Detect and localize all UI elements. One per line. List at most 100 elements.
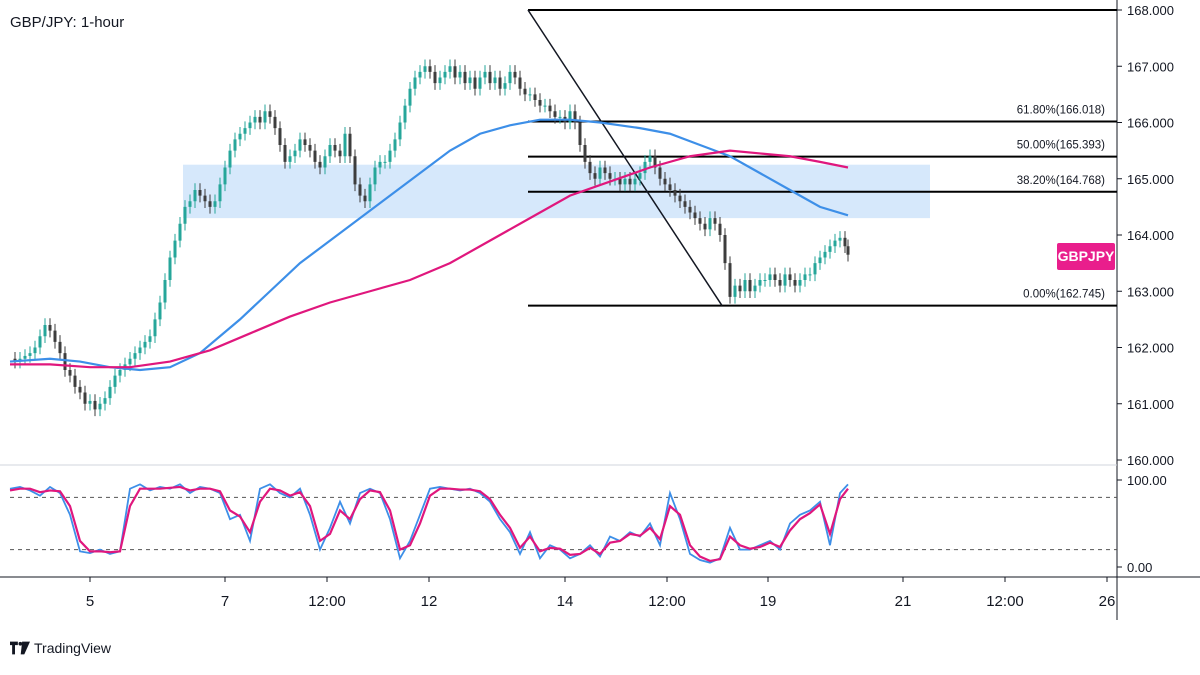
price-axis-label: 162.000 bbox=[1127, 341, 1174, 356]
candle-body bbox=[698, 218, 702, 224]
tradingview-brand[interactable]: TradingView bbox=[10, 640, 111, 656]
stoch-k-line[interactable] bbox=[9, 483, 849, 564]
candle-body bbox=[308, 145, 312, 151]
candle-body bbox=[318, 161, 322, 168]
candle-body bbox=[188, 201, 192, 207]
candle-body bbox=[343, 133, 347, 157]
candle-body bbox=[108, 386, 112, 399]
candle-body bbox=[503, 83, 507, 89]
candle-body bbox=[843, 237, 847, 247]
candle-body bbox=[528, 94, 532, 96]
candle-body bbox=[283, 145, 287, 162]
candle-body bbox=[373, 167, 377, 185]
candle-body bbox=[133, 353, 137, 359]
candle-body bbox=[23, 355, 27, 359]
candle-body bbox=[53, 330, 57, 342]
candle-body bbox=[428, 66, 432, 72]
candle-body bbox=[393, 139, 397, 151]
candle-body bbox=[768, 274, 772, 280]
price-pane[interactable] bbox=[9, 59, 850, 417]
stoch-axis-label: 100.00 bbox=[1127, 473, 1167, 488]
candle-body bbox=[688, 206, 692, 213]
candle-body bbox=[313, 150, 317, 162]
price-axis[interactable]: 168.000 167.000 166.000 165.000 164.000 163.0… bbox=[1117, 3, 1174, 468]
candle-body bbox=[253, 116, 257, 123]
candle-body bbox=[463, 71, 467, 84]
candle-body bbox=[693, 212, 697, 219]
time-axis-label: 19 bbox=[760, 593, 777, 610]
candle-body bbox=[248, 122, 252, 129]
symbol-badge-label: GBPJPY bbox=[1058, 248, 1115, 264]
candle-body bbox=[63, 353, 67, 370]
candle-body bbox=[663, 178, 667, 185]
candle-body bbox=[708, 218, 712, 230]
candle-body bbox=[328, 145, 332, 157]
candle-body bbox=[243, 128, 247, 134]
candle-body bbox=[203, 195, 207, 202]
candle-body bbox=[668, 184, 672, 190]
stoch-axis-label: 0.00 bbox=[1127, 560, 1152, 575]
candle-body bbox=[643, 161, 647, 174]
candle-body bbox=[598, 167, 602, 179]
candle-body bbox=[753, 285, 757, 292]
candle-body bbox=[553, 111, 557, 117]
candle-body bbox=[788, 274, 792, 280]
candle-body bbox=[83, 392, 87, 404]
candle-body bbox=[483, 71, 487, 78]
candle-body bbox=[208, 201, 212, 207]
chart-title: GBP/JPY: 1-hour bbox=[10, 14, 124, 31]
fib-level-label: 61.80%(166.018) bbox=[1017, 104, 1105, 116]
trend-line[interactable] bbox=[527, 9, 723, 307]
candle-body bbox=[58, 341, 62, 354]
ma-fast-line[interactable] bbox=[9, 118, 849, 372]
candle-body bbox=[623, 178, 627, 185]
time-axis-label: 12 bbox=[421, 593, 438, 610]
candle-body bbox=[533, 94, 537, 100]
candle-body bbox=[568, 111, 572, 123]
candle-body bbox=[358, 184, 362, 196]
candle-body bbox=[73, 375, 77, 387]
candle-body bbox=[38, 336, 42, 348]
fibonacci-retracement[interactable]: 61.80%(166.018) 50.00%(165.393) 38.20%(164… bbox=[527, 9, 1117, 307]
candle-body bbox=[738, 285, 742, 292]
candle-body bbox=[403, 105, 407, 123]
candle-body bbox=[28, 353, 32, 356]
tradingview-logo-icon bbox=[10, 641, 30, 655]
stoch-d-line[interactable] bbox=[9, 485, 849, 563]
candle-body bbox=[748, 280, 752, 292]
candle-body bbox=[423, 66, 427, 72]
candle-body bbox=[33, 347, 37, 354]
stochastic-pane[interactable]: 100.00 0.00 bbox=[9, 473, 1167, 575]
price-axis-label: 166.000 bbox=[1127, 116, 1174, 131]
candle-body bbox=[783, 274, 787, 286]
candle-body bbox=[363, 195, 367, 202]
candle-body bbox=[628, 178, 632, 185]
time-axis-label: 7 bbox=[221, 593, 229, 610]
candle-body bbox=[78, 386, 82, 393]
candle-body bbox=[543, 105, 547, 107]
time-axis[interactable]: 5 7 12:00 12 14 12:00 19 21 12:00 26 bbox=[86, 577, 1116, 610]
price-axis-label: 161.000 bbox=[1127, 397, 1174, 412]
candle-body bbox=[143, 341, 147, 348]
candle-body bbox=[473, 77, 477, 89]
candle-body bbox=[823, 251, 827, 258]
candle-body bbox=[728, 263, 732, 297]
candle-body bbox=[833, 240, 837, 247]
candle-body bbox=[808, 274, 812, 276]
candle-body bbox=[658, 167, 662, 179]
candle-body bbox=[703, 223, 707, 230]
time-axis-label: 14 bbox=[557, 593, 574, 610]
candle-body bbox=[198, 190, 202, 196]
candle-body bbox=[223, 167, 227, 185]
time-axis-label: 26 bbox=[1099, 593, 1116, 610]
ma-slow-line[interactable] bbox=[10, 149, 849, 369]
time-axis-label: 12:00 bbox=[648, 593, 686, 610]
candle-body bbox=[378, 161, 382, 168]
candle-body bbox=[648, 156, 652, 162]
candle-body bbox=[773, 274, 777, 280]
candle-body bbox=[413, 77, 417, 89]
candle-body bbox=[433, 71, 437, 84]
candle-body bbox=[293, 150, 297, 157]
candle-body bbox=[513, 71, 517, 78]
